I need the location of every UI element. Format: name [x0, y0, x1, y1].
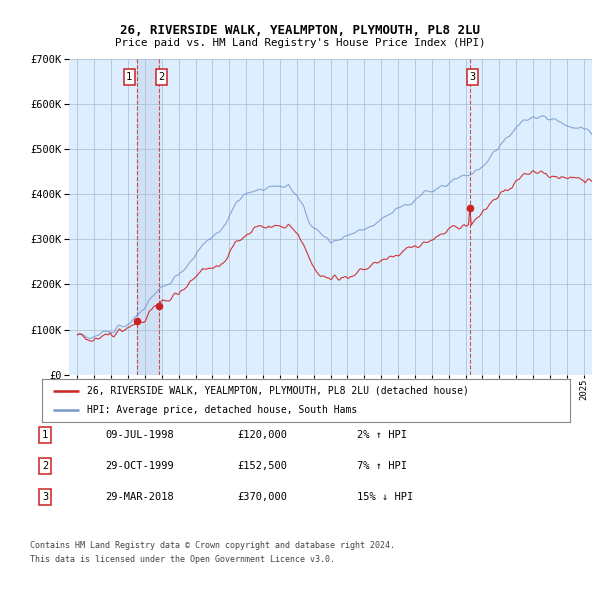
- Text: 09-JUL-1998: 09-JUL-1998: [105, 430, 174, 440]
- Text: 2: 2: [158, 72, 164, 82]
- Text: 3: 3: [42, 493, 48, 502]
- Text: HPI: Average price, detached house, South Hams: HPI: Average price, detached house, Sout…: [87, 405, 357, 415]
- Text: Price paid vs. HM Land Registry's House Price Index (HPI): Price paid vs. HM Land Registry's House …: [115, 38, 485, 48]
- Text: 26, RIVERSIDE WALK, YEALMPTON, PLYMOUTH, PL8 2LU: 26, RIVERSIDE WALK, YEALMPTON, PLYMOUTH,…: [120, 24, 480, 37]
- Text: Contains HM Land Registry data © Crown copyright and database right 2024.: Contains HM Land Registry data © Crown c…: [30, 540, 395, 549]
- Text: 29-OCT-1999: 29-OCT-1999: [105, 461, 174, 471]
- Text: 7% ↑ HPI: 7% ↑ HPI: [357, 461, 407, 471]
- Text: 3: 3: [469, 72, 475, 82]
- Text: 26, RIVERSIDE WALK, YEALMPTON, PLYMOUTH, PL8 2LU (detached house): 26, RIVERSIDE WALK, YEALMPTON, PLYMOUTH,…: [87, 386, 469, 396]
- Text: 1: 1: [126, 72, 133, 82]
- Text: 15% ↓ HPI: 15% ↓ HPI: [357, 493, 413, 502]
- Bar: [137, 59, 159, 375]
- Text: This data is licensed under the Open Government Licence v3.0.: This data is licensed under the Open Gov…: [30, 555, 335, 563]
- Text: 1: 1: [42, 430, 48, 440]
- Text: £370,000: £370,000: [237, 493, 287, 502]
- Text: 2: 2: [42, 461, 48, 471]
- Text: 29-MAR-2018: 29-MAR-2018: [105, 493, 174, 502]
- Text: 2% ↑ HPI: 2% ↑ HPI: [357, 430, 407, 440]
- Text: £152,500: £152,500: [237, 461, 287, 471]
- Text: £120,000: £120,000: [237, 430, 287, 440]
